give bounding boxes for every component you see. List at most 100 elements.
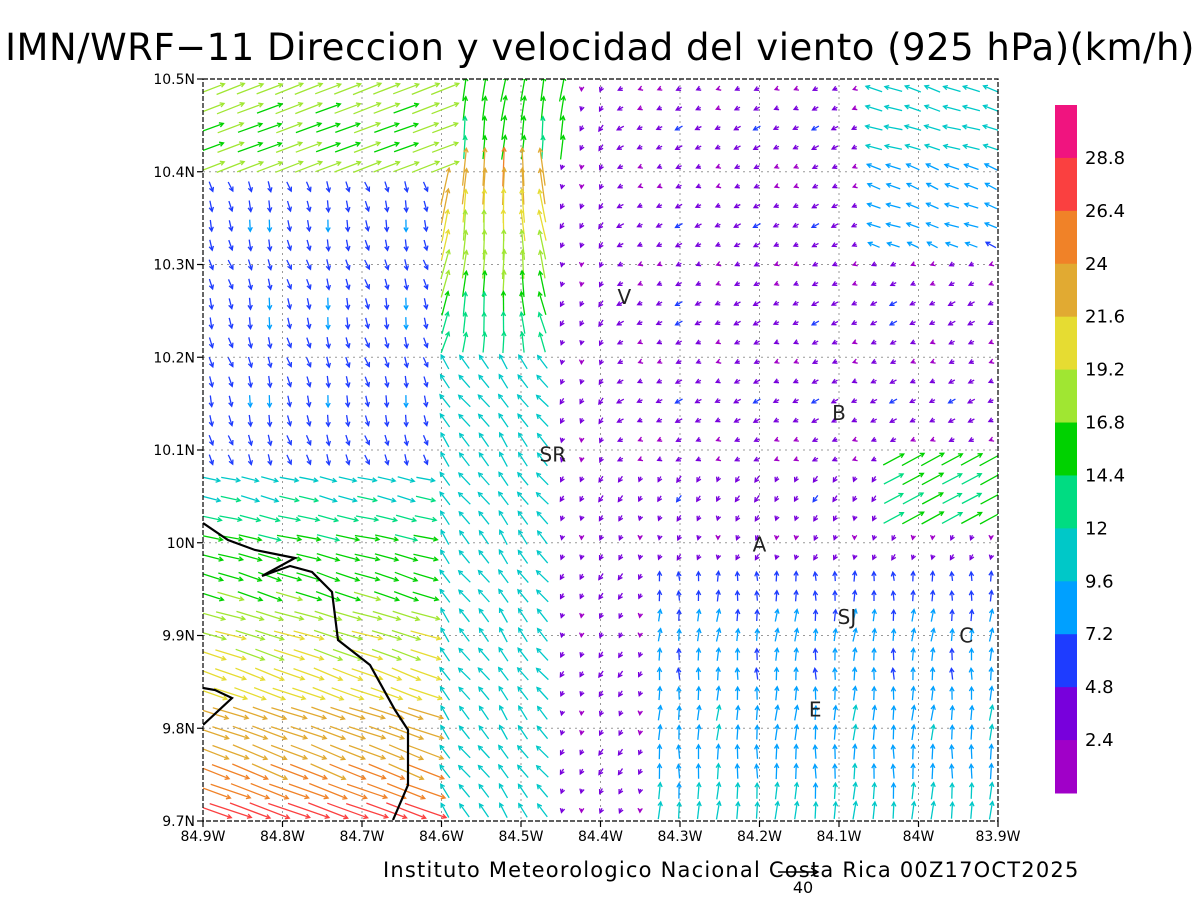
wind-vector xyxy=(517,647,529,662)
wind-vector-head xyxy=(636,222,643,228)
wind-vector-head xyxy=(943,163,950,169)
wind-vector-head xyxy=(579,281,585,288)
wind-vector-head xyxy=(963,163,970,169)
wind-vector-head xyxy=(773,762,780,769)
wind-vector-head xyxy=(457,472,464,478)
wind-vector-head xyxy=(695,261,702,267)
wind-vector xyxy=(518,432,528,448)
wind-vector-head xyxy=(236,516,243,523)
wind-vector-head xyxy=(306,401,312,408)
wind-vector-head xyxy=(716,627,722,633)
wind-vector-head xyxy=(616,281,623,287)
wind-vector-head xyxy=(871,515,877,522)
wind-vector-head xyxy=(536,374,542,381)
wind-vector-head xyxy=(295,516,302,523)
lon-tick-label: 84.3W xyxy=(657,829,702,845)
wind-vector xyxy=(345,454,350,465)
colorbar-label: 24 xyxy=(1085,254,1108,275)
wind-vector xyxy=(852,705,857,721)
wind-vector xyxy=(477,667,491,681)
wind-vector-head xyxy=(694,320,701,326)
colorbar-label: 9.6 xyxy=(1085,571,1114,592)
wind-vector-head xyxy=(930,723,936,730)
wind-vector-head xyxy=(883,104,890,110)
wind-vector-head xyxy=(869,300,876,306)
wind-vector xyxy=(440,249,450,280)
wind-vector xyxy=(814,648,817,661)
wind-vector-head xyxy=(753,359,760,364)
wind-vector-head xyxy=(865,163,872,169)
wind-vector xyxy=(716,667,720,681)
wind-vector xyxy=(404,336,408,349)
wind-vector-head xyxy=(695,339,701,345)
wind-vector-head xyxy=(657,685,663,692)
wind-vector-head xyxy=(305,813,311,819)
wind-vector xyxy=(517,472,529,486)
wind-vector-head xyxy=(830,144,837,150)
wind-vector-head xyxy=(987,300,994,306)
wind-vector xyxy=(853,648,856,661)
wind-vector xyxy=(716,609,720,622)
wind-vector xyxy=(410,630,441,640)
wind-vector-head xyxy=(957,473,963,478)
wind-vector-head xyxy=(903,104,910,110)
wind-vector-head xyxy=(536,705,543,712)
wind-vector-head xyxy=(714,202,721,208)
wind-vector-head xyxy=(297,141,304,147)
wind-vector xyxy=(794,705,798,721)
wind-vector-head xyxy=(963,221,970,228)
wind-vector-head xyxy=(579,593,585,600)
colorbar-label: 7.2 xyxy=(1085,624,1114,645)
wind-vector xyxy=(795,763,797,780)
wind-vector-head xyxy=(864,124,871,130)
wind-vector xyxy=(478,472,490,486)
wind-vector xyxy=(326,356,330,368)
wind-vector-head xyxy=(559,729,566,736)
wind-vector xyxy=(286,259,292,270)
wind-vector-head xyxy=(537,188,543,195)
wind-vector-head xyxy=(675,667,682,673)
wind-vector xyxy=(961,473,982,485)
wind-vector xyxy=(422,454,429,465)
wind-vector-head xyxy=(676,589,682,596)
wind-vector-head xyxy=(636,300,643,306)
wind-vector xyxy=(459,803,470,818)
wind-vector xyxy=(794,609,798,622)
wind-vector-head xyxy=(535,667,542,673)
wind-vector xyxy=(980,474,998,486)
wind-vector xyxy=(517,569,529,584)
wind-vector-head xyxy=(365,186,371,193)
wind-vector-head xyxy=(318,675,325,681)
wind-vector-head xyxy=(356,82,363,88)
wind-vector xyxy=(901,511,925,525)
wind-vector-head xyxy=(616,320,622,326)
wind-vector-head xyxy=(482,249,488,255)
wind-vector-head xyxy=(228,401,234,408)
wind-vector-head xyxy=(637,436,644,442)
wind-vector-head xyxy=(317,160,324,166)
wind-vector xyxy=(286,357,292,367)
wind-vector-head xyxy=(318,655,325,661)
wind-vector xyxy=(538,210,547,241)
wind-vector-head xyxy=(792,339,799,345)
wind-vector xyxy=(520,189,526,223)
wind-vector-head xyxy=(657,627,663,634)
wind-vector-head xyxy=(501,114,508,121)
wind-vector-head xyxy=(578,807,585,814)
wind-vector-head xyxy=(498,782,504,789)
wind-vector xyxy=(463,136,466,159)
lat-tick-label: 10.4N xyxy=(153,165,195,181)
wind-vector-head xyxy=(421,814,427,820)
wind-vector-head xyxy=(864,143,871,149)
wind-vector xyxy=(273,668,305,680)
wind-vector-head xyxy=(497,666,504,673)
wind-vector-head xyxy=(440,353,446,360)
wind-vector xyxy=(373,103,400,114)
wind-vector xyxy=(203,748,229,760)
wind-vector-head xyxy=(414,616,421,622)
wind-vector-head xyxy=(714,144,721,150)
wind-vector xyxy=(252,706,287,720)
wind-vector-head xyxy=(618,710,624,717)
